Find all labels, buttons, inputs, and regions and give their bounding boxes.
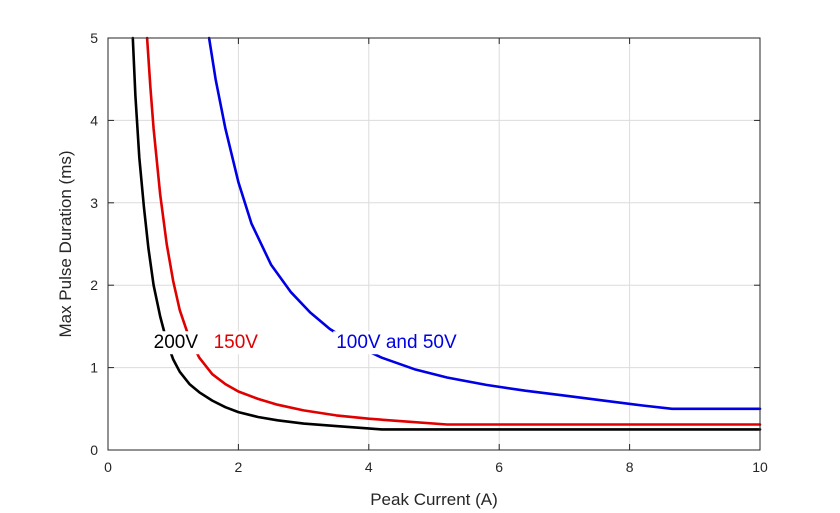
axes-frame xyxy=(107,37,761,451)
x-tick-label: 10 xyxy=(752,459,768,475)
y-tick-labels: 0 1 2 3 4 5 xyxy=(90,30,98,458)
x-tick-labels: 0 2 4 6 8 10 xyxy=(104,459,768,475)
x-tick-label: 2 xyxy=(235,459,243,475)
series-annotation: 100V and 50V xyxy=(336,332,457,353)
y-axis-label: Max Pulse Duration (ms) xyxy=(56,150,75,337)
x-tick-label: 4 xyxy=(365,459,373,475)
x-tick-label: 8 xyxy=(626,459,634,475)
x-axis-label: Peak Current (A) xyxy=(370,490,498,509)
x-tick-label: 6 xyxy=(495,459,503,475)
grid xyxy=(108,38,760,450)
annotation-background xyxy=(150,331,202,355)
series-annotation: 150V xyxy=(214,332,259,353)
series-line xyxy=(145,36,762,426)
x-tick-label: 0 xyxy=(104,459,112,475)
annotation-background xyxy=(210,331,262,355)
y-tick-label: 1 xyxy=(90,360,98,376)
annotation-background xyxy=(333,331,460,355)
series-line xyxy=(131,36,762,431)
series-line xyxy=(207,36,762,411)
y-tick-label: 2 xyxy=(90,277,98,293)
y-tick-label: 3 xyxy=(90,195,98,211)
plot-area-border xyxy=(107,37,761,451)
y-tick-label: 0 xyxy=(90,442,98,458)
y-tick-label: 5 xyxy=(90,30,98,46)
y-tick-label: 4 xyxy=(90,112,98,128)
series-annotations: 200V 150V 100V and 50V xyxy=(150,331,460,355)
series-lines xyxy=(131,36,762,431)
series-annotation: 200V xyxy=(154,332,199,353)
tick-marks xyxy=(107,37,761,451)
